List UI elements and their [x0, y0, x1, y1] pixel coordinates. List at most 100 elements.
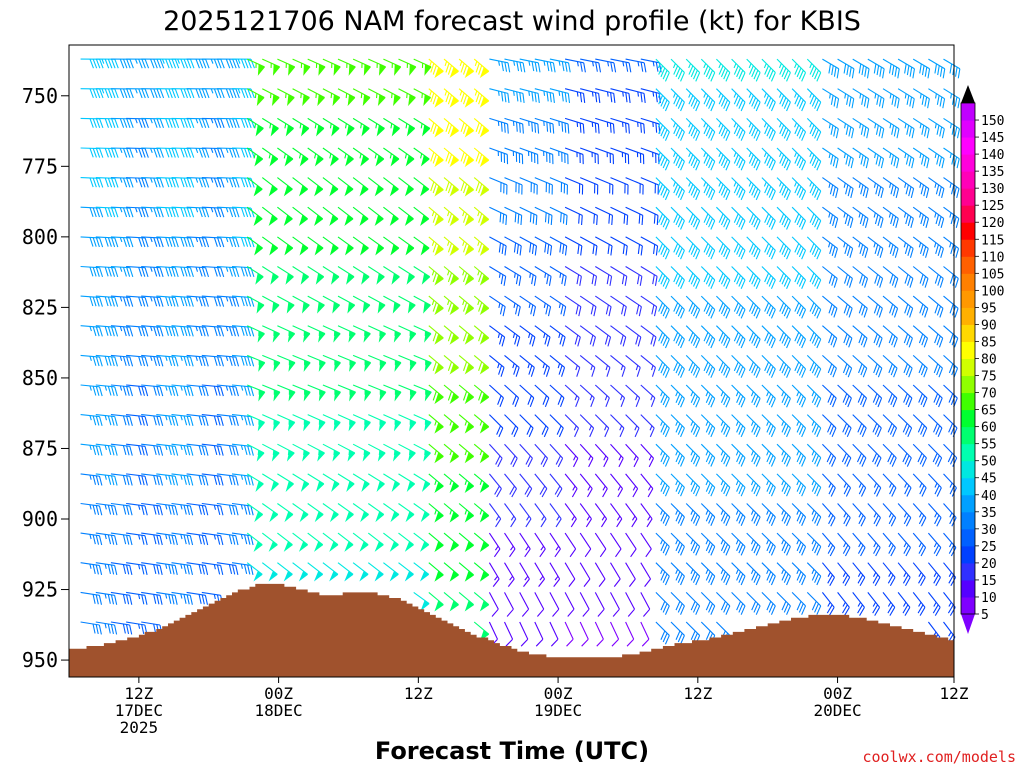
wind-barb	[928, 414, 943, 438]
wind-barb	[579, 621, 589, 647]
wind-barb	[897, 414, 913, 438]
wind-barb	[80, 354, 103, 367]
wind-barb	[428, 591, 444, 612]
colorbar-swatch	[961, 545, 975, 564]
wind-barb	[110, 325, 134, 337]
wind-barb	[458, 532, 475, 553]
credit-label[interactable]: coolwx.com/models	[862, 748, 1016, 766]
wind-barb	[413, 443, 431, 462]
wind-barb	[610, 236, 628, 256]
wind-barb	[761, 443, 776, 467]
wind-barb	[670, 414, 685, 438]
wind-barb	[534, 206, 553, 226]
wind-barb	[564, 384, 580, 407]
wind-barb	[458, 384, 475, 405]
wind-barb	[837, 88, 855, 109]
wind-barb	[80, 473, 103, 486]
wind-barb	[352, 88, 371, 107]
wind-barb	[519, 532, 531, 558]
wind-barb	[837, 532, 851, 557]
wind-barb	[549, 177, 568, 195]
wind-barb	[398, 88, 416, 107]
wind-barb	[352, 266, 370, 285]
wind-barb	[186, 206, 210, 218]
wind-barb	[852, 266, 869, 288]
wind-barb	[186, 354, 209, 367]
wind-barb	[292, 236, 309, 256]
y-tick-label: 775	[22, 154, 58, 178]
wind-barb	[95, 562, 118, 575]
wind-barb	[110, 88, 134, 99]
wind-barb	[549, 384, 565, 407]
wind-barb	[352, 325, 371, 343]
wind-barb	[141, 147, 164, 158]
wind-barb	[383, 325, 402, 343]
wind-barb	[595, 58, 617, 73]
wind-barb	[882, 473, 897, 497]
wind-barb	[928, 384, 943, 408]
wind-barb	[821, 503, 836, 527]
wind-barb	[171, 384, 194, 397]
colorbar-swatch	[961, 341, 975, 359]
colorbar-swatch	[961, 511, 975, 530]
wind-barb	[80, 443, 103, 456]
wind-barb	[897, 503, 912, 527]
wind-barb	[655, 384, 670, 408]
wind-barb	[640, 503, 653, 528]
wind-barb	[897, 443, 912, 467]
wind-barb	[443, 147, 459, 168]
wind-barb	[746, 206, 761, 230]
wind-barb	[746, 118, 761, 141]
wind-barb	[670, 88, 685, 112]
wind-barb	[367, 562, 384, 582]
wind-barb	[95, 177, 119, 188]
wind-barb	[443, 117, 459, 138]
colorbar-label: 55	[981, 438, 997, 453]
x-tick-label: 19DEC	[534, 701, 582, 720]
wind-barb	[625, 503, 638, 528]
wind-barb	[564, 295, 582, 317]
wind-barb	[504, 325, 521, 347]
wind-barb	[171, 443, 194, 456]
wind-barb	[519, 236, 537, 256]
wind-barb	[246, 147, 264, 167]
wind-barb	[261, 206, 278, 227]
wind-barb	[882, 266, 899, 288]
wind-barb	[383, 88, 401, 107]
wind-barb	[473, 147, 490, 168]
wind-barb	[761, 88, 776, 112]
wind-barb	[670, 236, 685, 260]
wind-barb	[292, 503, 309, 523]
wind-barb	[80, 265, 104, 278]
colorbar-swatch	[961, 477, 975, 496]
wind-barb	[126, 354, 149, 367]
wind-barb	[277, 177, 293, 197]
wind-barb	[352, 58, 371, 76]
wind-barb	[791, 147, 807, 171]
wind-barb	[322, 503, 339, 523]
wind-barb	[746, 325, 761, 349]
wind-barb	[307, 266, 325, 285]
wind-barb	[700, 147, 716, 171]
wind-barb	[594, 443, 609, 468]
wind-barb	[398, 562, 414, 582]
wind-barb	[610, 88, 631, 104]
wind-barb	[458, 414, 475, 434]
wind-barb	[337, 236, 354, 256]
wind-barb	[201, 265, 225, 278]
wind-barb	[670, 592, 685, 615]
wind-barb	[186, 414, 209, 426]
wind-barb	[912, 177, 930, 199]
wind-barb	[428, 384, 444, 405]
wind-barb	[519, 354, 535, 377]
wind-barb	[504, 503, 517, 528]
wind-barb	[443, 562, 459, 582]
wind-barb	[685, 443, 701, 467]
wind-barb	[640, 443, 655, 468]
wind-barb	[504, 621, 514, 647]
colorbar-swatch	[961, 188, 975, 206]
wind-barb	[640, 384, 656, 407]
wind-barb	[443, 354, 459, 375]
wind-barb	[443, 414, 459, 434]
colorbar-swatch	[961, 222, 975, 240]
